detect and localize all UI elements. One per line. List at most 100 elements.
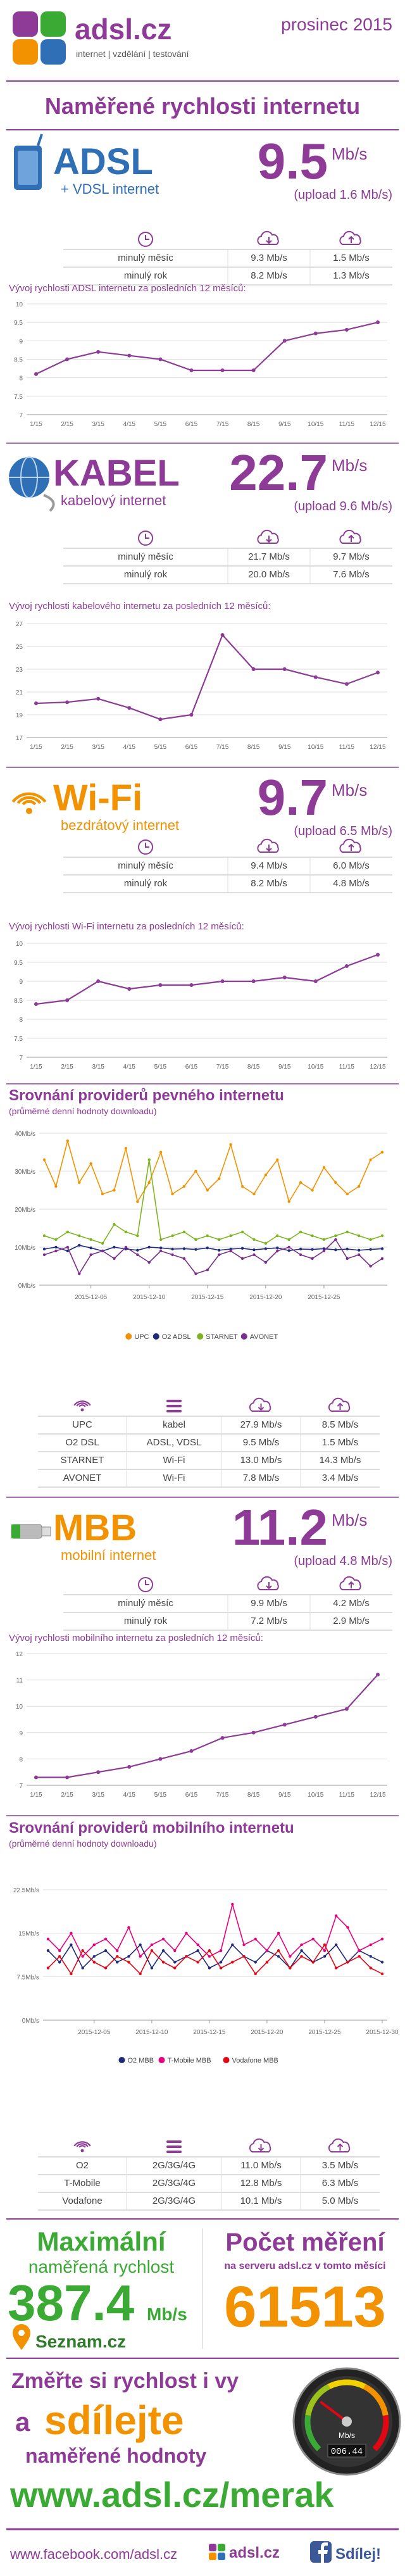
point xyxy=(127,1764,132,1769)
point xyxy=(322,1249,326,1253)
point xyxy=(376,953,380,957)
table-cell: 7.2 Mb/s xyxy=(251,1616,287,1626)
point xyxy=(54,1245,58,1249)
point xyxy=(313,1714,318,1719)
download-icon xyxy=(249,1397,271,1412)
x-tick-label: 2015-12-15 xyxy=(193,2029,226,2036)
share-line: a xyxy=(15,2407,30,2437)
series-line xyxy=(47,1904,383,1957)
point xyxy=(81,1949,84,1952)
table-cell: 13.0 Mb/s xyxy=(240,1455,282,1466)
y-tick-label: 9 xyxy=(19,338,23,345)
y-tick-label: 40Mb/s xyxy=(15,1131,35,1138)
point xyxy=(113,1257,116,1260)
y-tick-label: 9.5 xyxy=(14,320,23,327)
footer-logo-tile xyxy=(209,2553,216,2560)
point xyxy=(251,368,256,372)
point xyxy=(66,1139,70,1143)
x-tick-label: 2015-12-20 xyxy=(249,1294,282,1301)
arrow xyxy=(258,2144,265,2152)
tagline: internet | vzdělání | testování xyxy=(76,49,189,59)
point xyxy=(358,1955,361,1958)
point xyxy=(277,1955,280,1958)
wifi-arc xyxy=(11,792,47,803)
point xyxy=(282,976,287,979)
point xyxy=(254,1972,257,1975)
point xyxy=(147,1260,151,1264)
date: prosinec 2015 xyxy=(281,15,392,34)
y-tick-label: 7.5Mb/s xyxy=(16,1974,39,1981)
chart-subtitle: (průměrné denní hodnoty downloadu) xyxy=(9,1838,157,1849)
point xyxy=(127,1961,130,1964)
point xyxy=(42,1253,46,1257)
cable xyxy=(43,494,55,512)
point xyxy=(150,1949,154,1952)
point xyxy=(357,1234,361,1238)
point xyxy=(311,1961,315,1964)
point xyxy=(252,1253,256,1257)
upload-icon xyxy=(339,529,361,544)
table-cell: O2 xyxy=(76,2160,89,2171)
y-tick-label: 8 xyxy=(19,1017,23,1024)
point xyxy=(136,1248,139,1252)
table-cell: 20.0 Mb/s xyxy=(248,569,290,580)
x-tick-label: 12/15 xyxy=(370,1064,385,1071)
point xyxy=(334,1943,338,1947)
point xyxy=(70,1943,73,1947)
point xyxy=(346,1230,349,1234)
point xyxy=(313,979,318,983)
point xyxy=(357,1248,361,1252)
point xyxy=(369,1966,372,1970)
download-icon xyxy=(257,230,279,245)
point xyxy=(158,717,163,722)
arrow xyxy=(266,536,272,543)
wifi-dot xyxy=(26,808,32,814)
table-cell: 10.1 Mb/s xyxy=(240,2196,282,2206)
point xyxy=(313,675,318,679)
chart-title: Srovnání providerů pevného internetu xyxy=(9,1087,284,1104)
wifi-arc xyxy=(22,800,37,806)
point xyxy=(346,1247,349,1251)
upload: (upload 6.5 Mb/s) xyxy=(294,824,392,838)
upload-icon xyxy=(328,1397,351,1412)
point xyxy=(34,701,38,705)
point xyxy=(42,1234,46,1238)
point xyxy=(252,1192,256,1196)
point xyxy=(173,1966,177,1970)
point xyxy=(65,1775,70,1780)
y-tick-label: 10Mb/s xyxy=(15,1245,35,1252)
point xyxy=(66,1230,70,1234)
x-tick-label: 2015-12-20 xyxy=(251,2029,284,2036)
speed: 9.5 xyxy=(258,133,328,189)
point xyxy=(89,1162,92,1165)
table-cell: 2G/3G/4G xyxy=(153,2178,196,2189)
point xyxy=(78,1243,81,1247)
table-cell: 21.7 Mb/s xyxy=(248,551,290,562)
point xyxy=(46,1949,50,1952)
point xyxy=(58,1955,61,1958)
table-cell: 8.5 Mb/s xyxy=(322,1419,359,1430)
series-line xyxy=(35,953,378,1005)
x-tick-label: 8/15 xyxy=(247,421,260,428)
point xyxy=(254,1937,257,1941)
pin-hole xyxy=(18,2330,25,2336)
legend-swatch xyxy=(118,2057,125,2063)
point xyxy=(65,700,70,705)
gauge-reading: 006.44 xyxy=(331,2447,363,2457)
y-tick-label: 0Mb/s xyxy=(22,2018,39,2025)
point xyxy=(101,1192,104,1196)
point xyxy=(252,1238,256,1241)
share-url: www.adsl.cz/merak xyxy=(9,2475,334,2515)
point xyxy=(229,1249,232,1253)
point xyxy=(182,1247,186,1250)
point xyxy=(127,1926,130,1929)
wifi-arc xyxy=(78,2145,86,2148)
clock-hands xyxy=(145,235,149,240)
point xyxy=(139,1972,142,1975)
point xyxy=(189,1749,194,1753)
point xyxy=(101,1241,104,1245)
x-tick-label: 3/15 xyxy=(92,744,104,751)
point xyxy=(299,1247,302,1251)
table-cell: 14.3 Mb/s xyxy=(320,1455,361,1466)
x-tick-label: 2015-12-25 xyxy=(308,2029,341,2036)
